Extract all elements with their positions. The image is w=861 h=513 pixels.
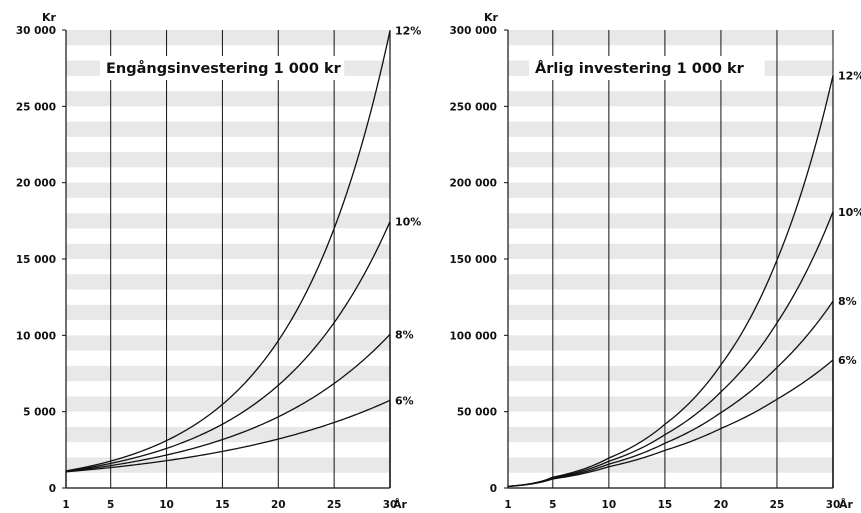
y-tick-label: 100 000 xyxy=(450,330,498,342)
chart-title: Engångsinvestering 1 000 kr xyxy=(106,60,342,77)
y-tick-label: 20 000 xyxy=(16,178,56,190)
grid-band xyxy=(66,121,390,137)
grid-band xyxy=(508,182,833,198)
chart-title: Årlig investering 1 000 kr xyxy=(535,60,745,77)
x-tick-label: 5 xyxy=(107,499,114,511)
series-label: 12% xyxy=(395,25,421,38)
title-background xyxy=(100,56,345,80)
grid-band xyxy=(508,91,833,107)
series-line-6pct xyxy=(65,399,391,473)
series-line-12pct xyxy=(65,30,391,472)
y-tick-label: 0 xyxy=(490,483,497,495)
series-line-12pct xyxy=(507,75,834,487)
y-tick-label: 150 000 xyxy=(450,254,498,266)
title-background xyxy=(529,56,765,80)
series-label: 10% xyxy=(838,206,861,219)
series-line-8pct xyxy=(507,300,834,487)
grid-band xyxy=(508,152,833,168)
grid-band xyxy=(508,213,833,229)
x-tick-label: 1 xyxy=(62,499,69,511)
series-label: 10% xyxy=(395,216,421,229)
grid-band xyxy=(508,274,833,290)
x-tick-label: 30 xyxy=(383,499,398,511)
x-tick-label: 15 xyxy=(215,499,230,511)
x-tick-label: 1 xyxy=(504,499,511,511)
grid-band xyxy=(66,91,390,107)
y-tick-label: 30 000 xyxy=(16,25,56,37)
grid-band xyxy=(66,152,390,168)
x-tick-label: 15 xyxy=(658,499,673,511)
series-label: 6% xyxy=(838,354,857,367)
grid-band xyxy=(508,457,833,473)
y-tick-label: 25 000 xyxy=(16,101,56,113)
x-tick-label: 20 xyxy=(714,499,729,511)
grid-band xyxy=(508,243,833,259)
y-tick-label: 5 000 xyxy=(23,407,56,419)
x-tick-label: 25 xyxy=(770,499,785,511)
x-tick-label: 10 xyxy=(159,499,174,511)
series-label: 8% xyxy=(395,328,414,341)
y-tick-label: 0 xyxy=(49,483,56,495)
x-axis-label: År xyxy=(839,498,854,511)
grid-band xyxy=(508,396,833,412)
x-tick-label: 10 xyxy=(602,499,617,511)
x-tick-label: 30 xyxy=(826,499,841,511)
grid-band xyxy=(66,304,390,321)
grid-band xyxy=(508,30,833,46)
grid-band xyxy=(66,457,390,473)
grid-band xyxy=(66,365,390,382)
y-axis-label: Kr xyxy=(42,11,57,24)
series-line-6pct xyxy=(507,359,834,488)
series-line-10pct xyxy=(65,221,391,472)
grid-band xyxy=(66,182,390,198)
y-tick-label: 300 000 xyxy=(450,25,498,37)
x-tick-label: 5 xyxy=(549,499,556,511)
grid-band xyxy=(508,426,833,443)
chart-panel-2: 0 50 000 100 000 150 000 200 000 250 000 300 0… xyxy=(450,11,861,511)
x-tick-label: 20 xyxy=(271,499,286,511)
y-axis-label: Kr xyxy=(484,11,499,24)
series-line-10pct xyxy=(507,211,834,487)
y-tick-label: 10 000 xyxy=(16,330,56,342)
grid-band xyxy=(66,335,390,351)
x-axis-label: År xyxy=(393,498,408,511)
series-label: 12% xyxy=(838,69,861,82)
y-tick-label: 250 000 xyxy=(450,101,498,113)
y-tick-label: 15 000 xyxy=(16,254,56,266)
grid-band xyxy=(508,335,833,351)
y-tick-label: 200 000 xyxy=(450,178,498,190)
grid-band xyxy=(66,30,390,46)
grid-band xyxy=(66,274,390,290)
series-label: 6% xyxy=(395,394,414,407)
y-tick-label: 50 000 xyxy=(457,407,497,419)
series-label: 8% xyxy=(838,295,857,308)
grid-band xyxy=(66,213,390,229)
grid-band xyxy=(508,121,833,137)
series-line-8pct xyxy=(65,333,391,473)
grid-band xyxy=(66,243,390,259)
grid-band xyxy=(66,426,390,443)
grid-band xyxy=(508,365,833,382)
x-tick-label: 25 xyxy=(327,499,342,511)
